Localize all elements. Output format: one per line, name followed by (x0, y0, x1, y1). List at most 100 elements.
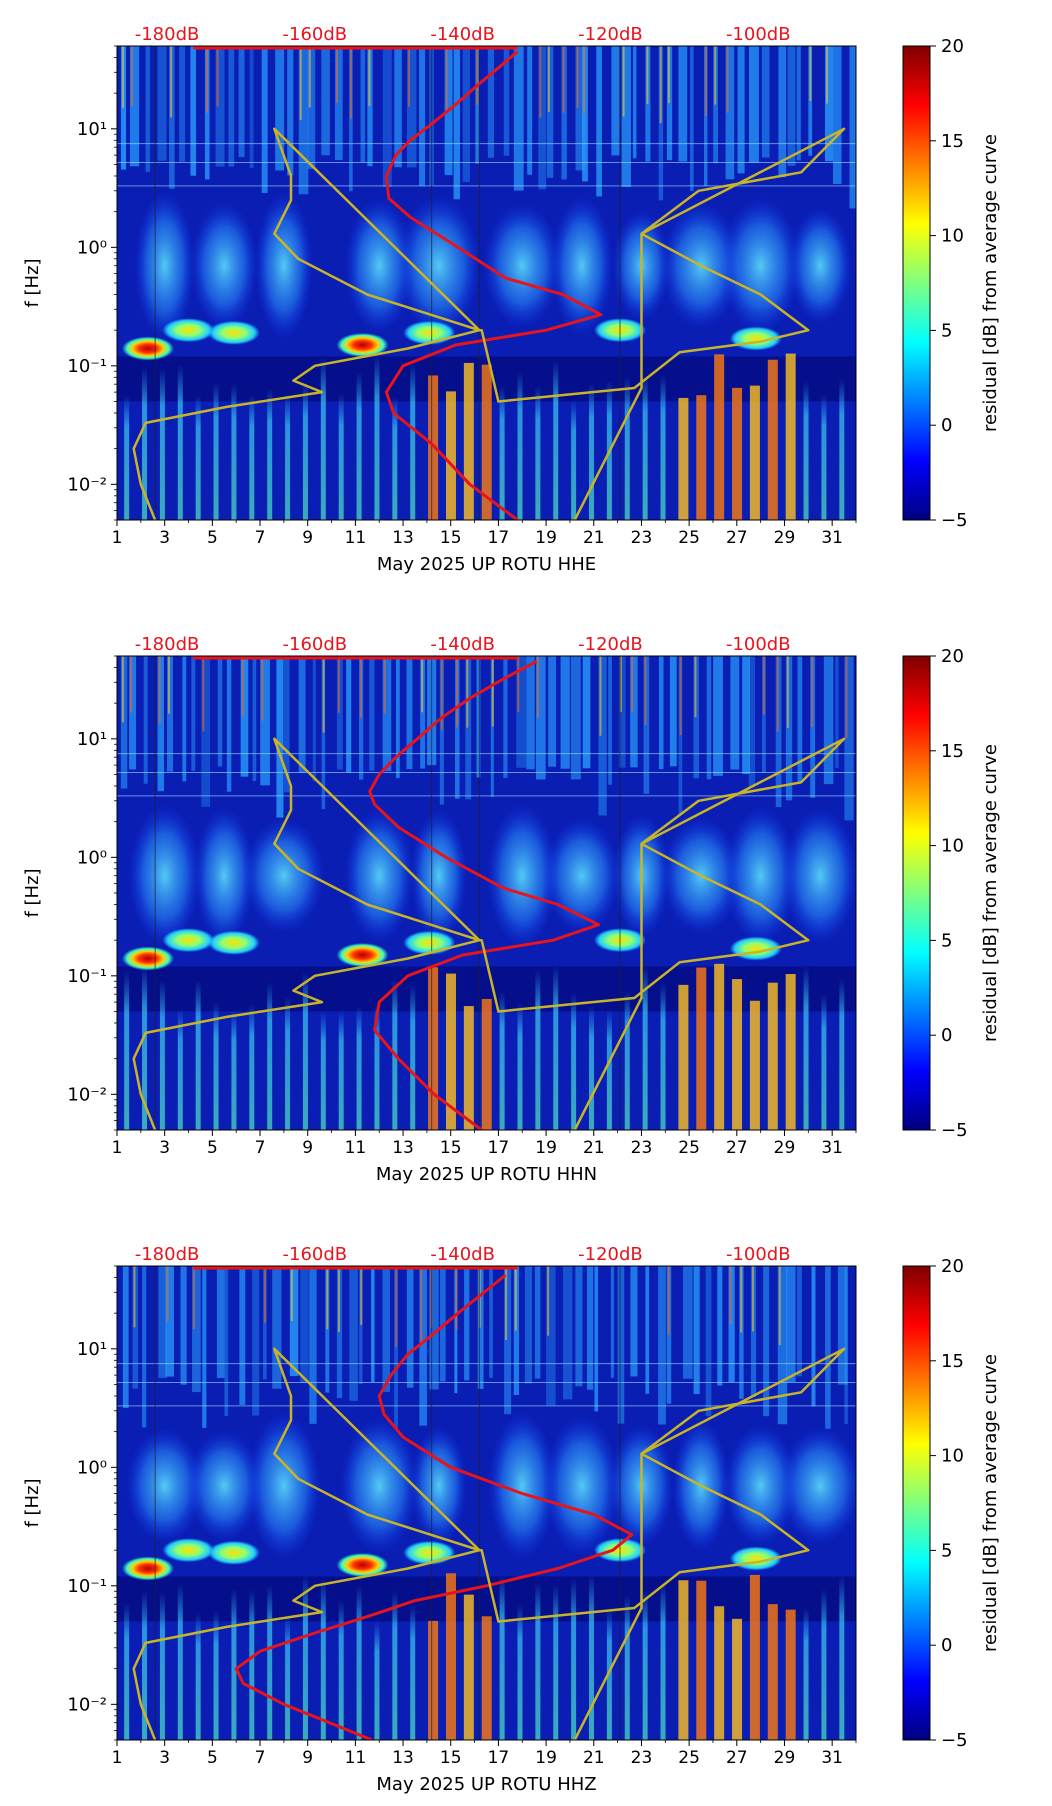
x-tick-label: 21 (583, 1138, 605, 1158)
daytime-noise-column (453, 46, 460, 200)
daytime-noise-column (298, 656, 306, 773)
long-period-column (571, 1578, 577, 1740)
long-period-column (714, 354, 725, 520)
long-period-column (803, 381, 809, 520)
noise-burst-stripe (130, 46, 133, 107)
db-scale-label: -100dB (726, 1244, 791, 1265)
long-period-column (463, 1594, 474, 1740)
x-tick-label: 13 (392, 1138, 414, 1158)
daytime-noise-column (725, 46, 735, 180)
long-period-column (785, 974, 796, 1130)
x-tick-label: 29 (774, 528, 796, 548)
long-period-column (445, 973, 456, 1130)
daytime-noise-column (298, 46, 309, 195)
long-period-column (195, 979, 201, 1130)
db-scale-label: -120dB (578, 634, 643, 655)
long-period-column (767, 359, 778, 520)
x-tick-label: 19 (535, 1748, 557, 1768)
colorbar (902, 1265, 931, 1741)
daytime-noise-column (705, 1266, 712, 1417)
long-period-column (302, 1575, 308, 1740)
noise-burst-stripe (322, 656, 325, 733)
y-axis-label: f [Hz] (22, 1478, 43, 1527)
daytime-noise-column (575, 1266, 583, 1387)
x-tick-label: 9 (302, 1748, 313, 1768)
daytime-noise-column (201, 656, 211, 807)
x-tick-label: 21 (583, 1748, 605, 1768)
noise-burst-stripe (337, 656, 340, 713)
long-period-column (535, 969, 541, 1130)
daytime-noise-column (215, 46, 225, 167)
noise-burst-stripe (740, 1266, 743, 1333)
long-period-column (642, 965, 648, 1130)
daytime-noise-column (527, 46, 533, 175)
daytime-noise-column (476, 656, 481, 778)
long-period-column (249, 1589, 255, 1740)
daytime-noise-column (513, 46, 524, 191)
colorbar (902, 655, 931, 1131)
x-tick-label: 29 (774, 1138, 796, 1158)
long-period-column (320, 1011, 326, 1130)
long-period-column (285, 1615, 291, 1740)
microseism-peak (336, 1552, 389, 1577)
daytime-noise-column (487, 46, 495, 158)
long-period-column (231, 1588, 237, 1740)
daytime-noise-column (157, 46, 167, 161)
long-period-column (714, 1606, 725, 1740)
daytime-noise-column (777, 1266, 788, 1425)
long-period-column (678, 1580, 689, 1740)
noise-burst-stripe (407, 46, 410, 107)
daytime-noise-column (122, 1266, 129, 1409)
spectrogram-area (117, 656, 856, 1130)
daytime-noise-column (513, 1266, 520, 1396)
daytime-noise-column (538, 46, 547, 190)
daytime-noise-column (645, 1266, 650, 1394)
long-period-column (445, 391, 456, 520)
long-period-column (696, 1580, 707, 1740)
daytime-noise-column (690, 46, 694, 192)
daytime-noise-column (192, 1266, 201, 1393)
average-noise-curve (384, 50, 603, 520)
microseism-plume (125, 1428, 204, 1544)
daytime-noise-column (546, 1266, 556, 1406)
daytime-noise-column (546, 46, 554, 178)
microseism-plume (410, 1425, 467, 1546)
daytime-noise-column (464, 1266, 470, 1381)
long-period-column (535, 385, 541, 520)
noise-burst-stripe (644, 656, 647, 725)
noise-burst-stripe (168, 656, 171, 714)
x-tick-label: 27 (726, 1748, 748, 1768)
long-period-column (320, 357, 326, 520)
daytime-noise-column (742, 656, 750, 775)
noise-model-curve (132, 127, 846, 520)
x-tick-label: 3 (159, 1138, 170, 1158)
daytime-noise-column (786, 1266, 796, 1383)
long-period-column (660, 982, 666, 1130)
daytime-noise-column (240, 656, 249, 777)
db-scale-label: -120dB (578, 1244, 643, 1265)
daytime-noise-column (158, 1266, 167, 1378)
noise-burst-stripe (631, 656, 634, 712)
microseism-peak (336, 332, 389, 357)
y-tick-label: 10⁻¹ (67, 1576, 107, 1597)
daytime-noise-column (283, 656, 290, 793)
daytime-noise-column (145, 46, 150, 173)
average-noise-curve (234, 1273, 634, 1740)
daytime-noise-column (837, 1266, 848, 1385)
noise-burst-stripe (659, 46, 662, 124)
long-period-column (428, 375, 439, 520)
microseism-plume (779, 1427, 856, 1545)
microseism-plume (788, 207, 852, 324)
noise-burst-stripe (121, 656, 124, 723)
long-period-column (410, 362, 416, 520)
long-period-column (159, 1592, 165, 1740)
noise-burst-stripe (619, 656, 622, 712)
long-period-column (195, 395, 201, 520)
daytime-noise-column (371, 1266, 375, 1383)
daytime-noise-column (228, 46, 235, 167)
x-tick-label: 7 (255, 1748, 266, 1768)
colorbar-label: residual [dB] from average curve (980, 1354, 1001, 1652)
x-tick-label: 1 (112, 1748, 123, 1768)
noise-burst-stripe (599, 656, 602, 736)
x-tick-label: 21 (583, 528, 605, 548)
